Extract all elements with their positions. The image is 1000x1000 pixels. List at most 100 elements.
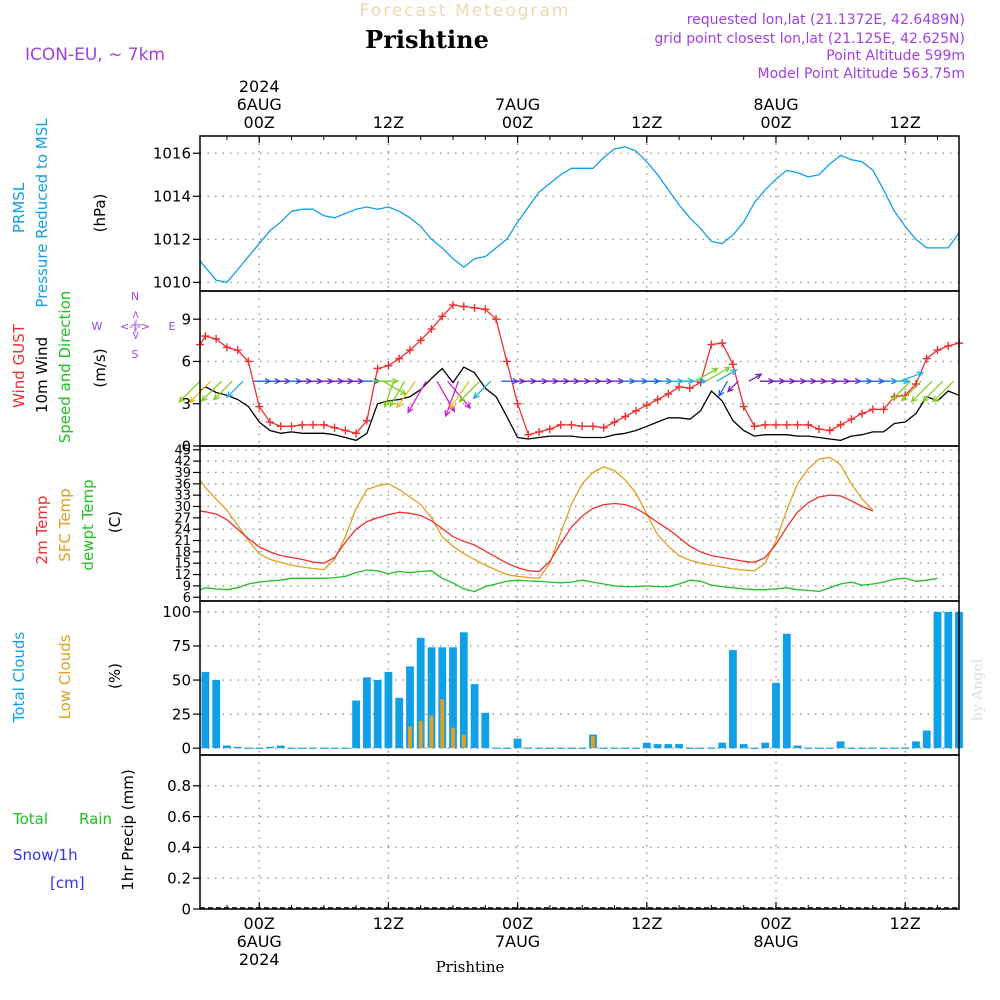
wind-gust-marker xyxy=(341,426,350,435)
compass-vertical: <-|-> xyxy=(129,310,142,340)
hpa-unit-label: (hPa) xyxy=(91,194,109,233)
percent-unit-label: (%) xyxy=(106,663,124,689)
bottom-time-label: 00Z xyxy=(760,914,791,933)
compass-horizontal: <-|-> xyxy=(120,320,150,333)
total-cloud-bar xyxy=(922,730,931,749)
total-cloud-bar xyxy=(739,744,748,749)
forecast-meteogram-title: Forecast Meteogram xyxy=(360,1,571,21)
bottom-time-label: 2024 xyxy=(239,950,280,969)
wind-gust-marker xyxy=(405,346,414,355)
clouds-y-tick-label: 25 xyxy=(172,705,191,723)
wind-gust-marker xyxy=(556,420,565,429)
wind-gust-marker xyxy=(944,341,953,350)
temp-y-tick-label: 39 xyxy=(174,466,191,481)
wind-direction-arrow xyxy=(200,380,222,403)
wind-gust-marker xyxy=(739,402,748,411)
top-time-label: 00Z xyxy=(502,113,533,132)
total-cloud-bar xyxy=(223,745,231,749)
total-cloud-bar xyxy=(481,712,490,749)
wind-gust-marker xyxy=(384,361,393,370)
total-cloud-bar xyxy=(438,647,447,749)
temp-y-tick-label: 30 xyxy=(174,500,191,515)
wind-gust-marker xyxy=(685,384,694,393)
speed-direction-label: Speed and Direction xyxy=(56,291,74,444)
precip-y-tick-label: 0.2 xyxy=(167,869,191,887)
total-cloud-bar xyxy=(675,744,683,749)
wind-gust-marker xyxy=(373,364,382,373)
total-cloud-bar xyxy=(233,746,242,749)
wind-gust-marker xyxy=(642,401,651,410)
wind-gust-marker xyxy=(330,423,339,432)
wind-gust-marker xyxy=(771,420,780,429)
wind-y-tick-label: 6 xyxy=(181,353,191,371)
grid xyxy=(200,136,959,910)
clouds-y-tick-label: 50 xyxy=(172,671,191,689)
temp-y-tick-label: 15 xyxy=(174,557,191,572)
watermark: by Angel xyxy=(970,658,986,721)
wind-gust-marker xyxy=(588,422,597,431)
wind-gust-marker xyxy=(836,420,845,429)
compass-n: N xyxy=(131,290,139,303)
wind-10m-label: 10m Wind xyxy=(33,337,51,413)
wind-gust-marker xyxy=(298,420,307,429)
wind-direction-arrow xyxy=(212,380,233,401)
wind-gust-marker xyxy=(459,302,468,311)
panel-frames xyxy=(199,135,960,910)
total-cloud-bar xyxy=(664,744,673,749)
top-time-label: 12Z xyxy=(373,113,404,132)
temp-y-tick-label: 12 xyxy=(174,568,191,583)
temp-2m-label: 2m Temp xyxy=(33,496,51,565)
total-cloud-bar xyxy=(782,633,791,749)
top-time-label: 00Z xyxy=(244,113,275,132)
total-cloud-bar xyxy=(653,744,662,749)
wind-gust-marker xyxy=(707,340,716,349)
wind-gust-marker xyxy=(545,425,554,434)
compass-e: E xyxy=(169,320,176,333)
wind-gust-marker xyxy=(922,354,931,363)
wind-gust-label: Wind GUST xyxy=(10,323,28,408)
sfc-temp-line xyxy=(199,456,874,579)
wind-direction-arrow xyxy=(472,380,492,400)
bottom-time-label: 00Z xyxy=(244,914,275,933)
wind-direction-arrow xyxy=(910,380,933,403)
total-cloud-bar xyxy=(276,745,285,749)
total-cloud-bar xyxy=(513,738,522,749)
cm-label: [cm] xyxy=(50,874,85,892)
wind-compass: N <-|-> S W <-|-> E xyxy=(92,290,176,361)
wind-direction-arrow xyxy=(383,380,395,408)
temp-y-tick-label: 27 xyxy=(174,511,191,526)
low-cloud-bar xyxy=(429,715,434,749)
wind-gust-marker xyxy=(319,420,328,429)
header: Forecast Meteogram Prishtine ICON-EU, ~ … xyxy=(25,1,986,976)
wind-direction-arrow xyxy=(726,380,739,393)
total-cloud-bar xyxy=(912,741,920,749)
wind-gust-line xyxy=(199,304,960,436)
wind-direction-arrow xyxy=(899,371,925,382)
wind-gust-marker xyxy=(793,420,802,429)
model-label: ICON-EU, ~ 7km xyxy=(25,45,165,65)
grid-point-lonlat: grid point closest lon,lat (21.125E, 42.… xyxy=(654,31,965,47)
precip-panel-frame xyxy=(199,754,960,910)
wind-direction-arrow xyxy=(748,373,763,382)
wind-y-tick-label: 3 xyxy=(181,395,191,413)
top-time-label: 12Z xyxy=(631,113,662,132)
wind-gust-marker xyxy=(255,402,264,411)
location-title: Prishtine xyxy=(365,25,489,54)
total-cloud-bar xyxy=(352,700,360,749)
pressure-line xyxy=(199,146,960,284)
ms-unit-label: (m/s) xyxy=(91,348,109,387)
wind-gust-marker xyxy=(222,343,231,352)
wind-direction-arrow xyxy=(458,380,481,403)
bottom-time-label: 12Z xyxy=(890,914,921,933)
top-time-label: 12Z xyxy=(890,113,921,132)
wind-direction-arrow xyxy=(447,380,472,410)
wind-direction-arrow xyxy=(694,367,720,382)
wind-direction-arrow xyxy=(396,380,416,409)
model-point-altitude: Model Point Altitude 563.75m xyxy=(758,66,965,82)
top-time-label: 6AUG xyxy=(237,95,282,114)
celsius-unit-label: (C) xyxy=(106,511,124,533)
wind-direction-arrow xyxy=(921,380,944,403)
wind-direction-arrow xyxy=(932,380,955,403)
wind-direction-arrow xyxy=(684,378,707,385)
precip-y-tick-label: 0.8 xyxy=(167,777,191,795)
